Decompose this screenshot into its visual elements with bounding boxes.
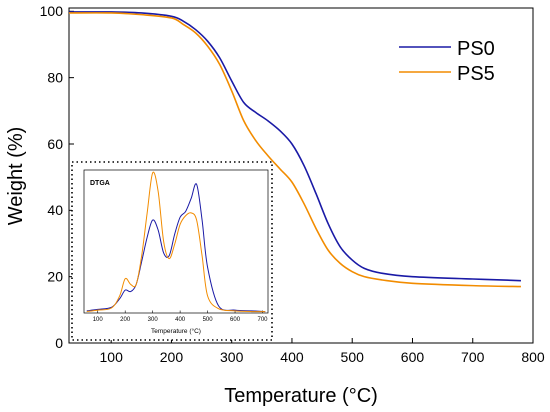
legend-label-ps0: PS0: [457, 38, 495, 60]
inset-x-tick-label-500: 500: [203, 317, 214, 323]
inset-x-tick-label-700: 700: [257, 317, 268, 323]
inset-dtga-chart: DTGA 100 200 300 400 500 600 700 Temperature (…: [71, 161, 273, 341]
main-x-tick-label-700: 700: [461, 349, 485, 365]
inset-x-tick-label-200: 200: [120, 317, 131, 323]
main-y-tick-label-100: 100: [40, 3, 64, 19]
inset-axis-ticks: 100 200 300 400 500 600 700: [93, 310, 268, 323]
main-series-lines: [68, 11, 521, 288]
main-y-tick-label-80: 80: [47, 70, 63, 86]
main-x-tick-label-200: 200: [160, 349, 184, 365]
main-y-tick-label-20: 20: [47, 269, 63, 285]
legend: PS0 PS5: [399, 38, 495, 85]
main-plot-frame: [68, 7, 534, 344]
inset-x-tick-label-100: 100: [93, 317, 104, 323]
inset-x-tick-label-400: 400: [175, 317, 186, 323]
main-x-tick-label-500: 500: [341, 349, 365, 365]
inset-x-axis-title: Temperature (°C): [151, 327, 201, 335]
main-x-tick-label-300: 300: [220, 349, 244, 365]
x-axis-title: Temperature (°C): [224, 385, 378, 407]
inset-title: DTGA: [90, 180, 110, 187]
inset-plot-frame: [83, 169, 269, 314]
inset-line-ps0: [86, 183, 266, 313]
main-line-ps5: [68, 12, 521, 288]
main-y-tick-label-40: 40: [47, 202, 63, 218]
main-y-tick-label-0: 0: [55, 335, 63, 351]
main-x-tick-label-100: 100: [100, 349, 124, 365]
main-x-tick-label-800: 800: [521, 349, 545, 365]
inset-x-tick-label-300: 300: [148, 317, 159, 323]
main-x-tick-label-400: 400: [280, 349, 304, 365]
main-y-tick-label-60: 60: [47, 136, 63, 152]
main-axis-ticks: 100 200 300 400 500 600 700 800 0 20 40 60 80 100: [40, 3, 545, 365]
legend-label-ps5: PS5: [457, 63, 495, 85]
inset-x-tick-label-600: 600: [230, 317, 241, 323]
main-line-ps0: [68, 11, 521, 282]
inset-line-ps5: [86, 171, 266, 313]
main-x-tick-label-600: 600: [401, 349, 425, 365]
inset-series-lines: [86, 171, 266, 313]
y-axis-title: Weight (%): [5, 127, 27, 226]
